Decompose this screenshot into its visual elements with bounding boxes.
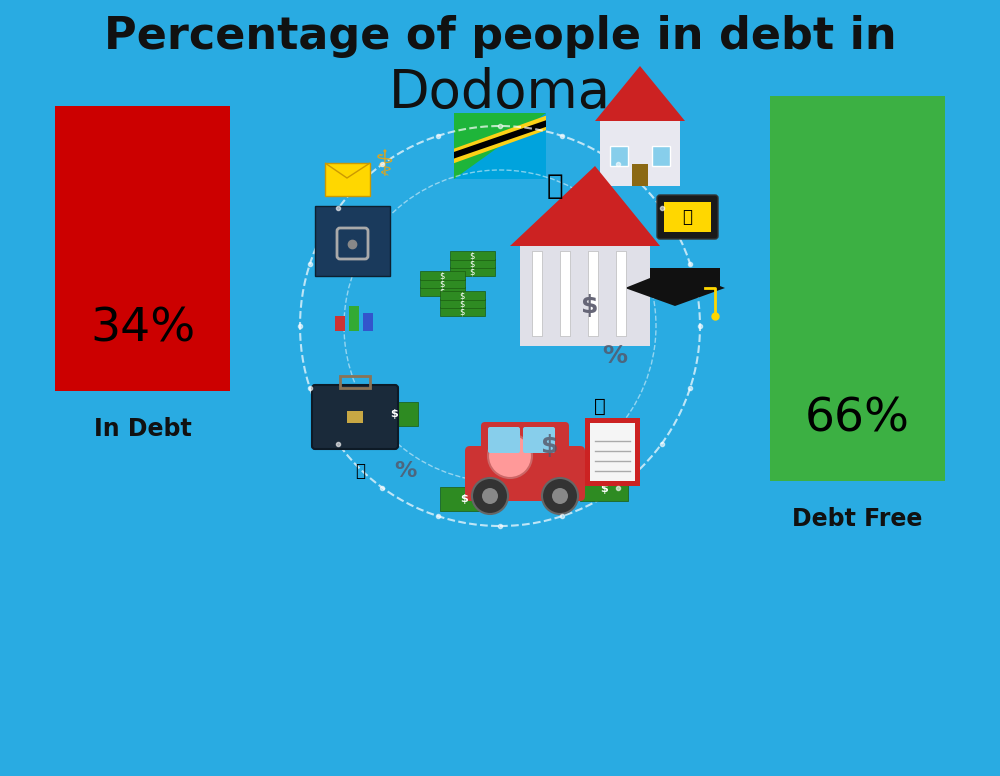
Text: 34%: 34% [90,307,195,352]
Polygon shape [454,113,546,179]
FancyBboxPatch shape [465,446,585,501]
Polygon shape [630,268,720,286]
FancyBboxPatch shape [657,195,718,239]
FancyBboxPatch shape [664,202,711,232]
FancyBboxPatch shape [349,306,359,331]
FancyBboxPatch shape [370,402,418,426]
FancyBboxPatch shape [450,259,495,268]
FancyBboxPatch shape [632,164,648,186]
Polygon shape [595,66,685,121]
Polygon shape [454,120,546,158]
FancyBboxPatch shape [450,251,495,260]
Text: $: $ [460,494,468,504]
Text: $: $ [439,287,445,296]
Text: Percentage of people in debt in: Percentage of people in debt in [104,15,896,57]
FancyBboxPatch shape [454,113,546,179]
Text: 🔒: 🔒 [355,462,365,480]
Text: $: $ [390,409,398,419]
FancyBboxPatch shape [347,411,363,423]
FancyBboxPatch shape [335,316,345,331]
FancyBboxPatch shape [580,477,628,501]
Circle shape [472,478,508,514]
Text: %: % [602,344,628,368]
FancyBboxPatch shape [520,246,650,346]
Text: $: $ [600,484,608,494]
Text: %: % [394,461,416,481]
FancyBboxPatch shape [420,279,465,288]
Text: $: $ [459,300,465,309]
Text: $: $ [469,251,475,261]
FancyBboxPatch shape [440,299,485,308]
Text: $: $ [459,292,465,300]
FancyBboxPatch shape [590,423,635,481]
FancyBboxPatch shape [440,307,485,316]
Text: $: $ [541,434,559,458]
FancyBboxPatch shape [440,291,485,300]
Text: $: $ [581,294,599,318]
FancyBboxPatch shape [610,146,628,166]
Text: 🏛: 🏛 [682,208,692,226]
FancyBboxPatch shape [450,267,495,276]
Circle shape [552,488,568,504]
FancyBboxPatch shape [523,427,555,453]
Circle shape [587,253,623,289]
Text: 66%: 66% [805,397,910,442]
Text: Dodoma: Dodoma [389,67,611,119]
FancyBboxPatch shape [652,146,670,166]
Text: 🗝: 🗝 [547,172,563,200]
Circle shape [587,243,623,279]
FancyBboxPatch shape [770,96,945,481]
FancyBboxPatch shape [585,418,640,486]
Circle shape [482,488,498,504]
FancyBboxPatch shape [488,427,520,453]
Polygon shape [454,116,546,163]
Text: $: $ [469,268,475,276]
FancyBboxPatch shape [420,287,465,296]
Text: $: $ [469,259,475,268]
FancyBboxPatch shape [440,487,488,511]
FancyBboxPatch shape [315,206,390,276]
Circle shape [587,233,623,269]
FancyBboxPatch shape [420,271,465,280]
FancyBboxPatch shape [55,106,230,391]
Text: $: $ [439,279,445,289]
FancyBboxPatch shape [325,163,370,196]
Circle shape [542,478,578,514]
Text: $: $ [439,272,445,280]
FancyBboxPatch shape [312,385,398,449]
Text: Debt Free: Debt Free [792,507,923,531]
FancyBboxPatch shape [560,251,570,336]
FancyBboxPatch shape [532,251,542,336]
FancyBboxPatch shape [481,422,569,460]
Text: ⚕: ⚕ [375,149,395,183]
Circle shape [587,263,623,299]
Text: $: $ [459,307,465,317]
FancyBboxPatch shape [616,251,626,336]
FancyBboxPatch shape [588,251,598,336]
Text: In Debt: In Debt [94,417,191,441]
Circle shape [488,434,532,478]
FancyBboxPatch shape [363,313,373,331]
Polygon shape [510,166,660,246]
Text: 🔒: 🔒 [594,397,606,415]
FancyBboxPatch shape [600,121,680,186]
Polygon shape [625,268,725,306]
